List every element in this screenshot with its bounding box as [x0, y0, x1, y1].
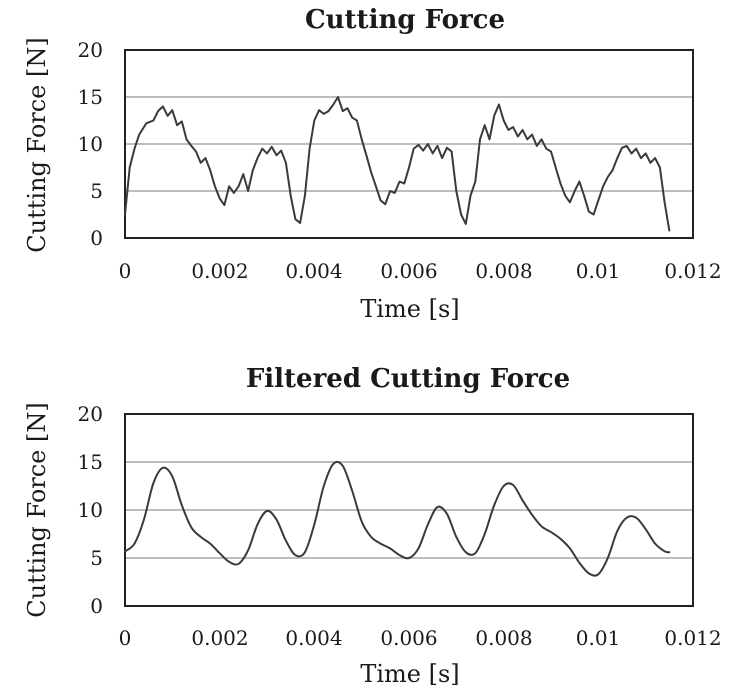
- x-tick-label: 0.002: [191, 259, 248, 283]
- y-tick-label: 5: [90, 546, 103, 570]
- chart-panel-cutting-force: Cutting Force 0 5 10 15 20 0 0.002 0.004…: [23, 5, 722, 323]
- y-tick-label: 20: [78, 38, 103, 62]
- x-tick-label: 0.012: [664, 626, 721, 650]
- y-tick-label: 15: [78, 85, 103, 109]
- x-tick-label: 0.008: [475, 626, 532, 650]
- y-tick-label: 5: [90, 179, 103, 203]
- y-gridlines: [125, 96, 693, 192]
- y-axis-label: Cutting Force [N]: [23, 37, 51, 253]
- y-tick-label: 0: [90, 226, 103, 250]
- x-tick-label: 0.006: [380, 259, 437, 283]
- chart-panel-filtered-cutting-force: Filtered Cutting Force 0 5 10 15 20 0 0.…: [23, 364, 722, 688]
- x-tick-label: 0: [119, 259, 132, 283]
- plot-area-frame: [124, 49, 694, 239]
- x-tick-label: 0.002: [191, 626, 248, 650]
- x-tick-label: 0.01: [576, 259, 621, 283]
- y-tick-label: 15: [78, 450, 103, 474]
- x-tick-label: 0: [119, 626, 132, 650]
- y-tick-label: 0: [90, 594, 103, 618]
- y-tick-label: 20: [78, 402, 103, 426]
- x-tick-label: 0.006: [380, 626, 437, 650]
- chart-title: Cutting Force: [305, 5, 505, 35]
- x-axis-label: Time [s]: [360, 295, 459, 323]
- y-tick-labels: 0 5 10 15 20: [78, 402, 103, 618]
- series-line-filtered-cutting-force: [124, 460, 671, 577]
- y-axis-label: Cutting Force [N]: [23, 402, 51, 618]
- series-line-cutting-force: [124, 96, 671, 232]
- x-tick-label: 0.012: [664, 259, 721, 283]
- x-tick-label: 0.008: [475, 259, 532, 283]
- y-tick-label: 10: [78, 498, 103, 522]
- y-tick-label: 10: [78, 132, 103, 156]
- x-tick-labels: 0 0.002 0.004 0.006 0.008 0.01 0.012: [119, 626, 722, 650]
- plot-area-frame: [124, 413, 694, 607]
- x-tick-labels: 0 0.002 0.004 0.006 0.008 0.01 0.012: [119, 259, 722, 283]
- x-tick-label: 0.01: [576, 626, 621, 650]
- x-tick-label: 0.004: [285, 626, 342, 650]
- x-tick-label: 0.004: [285, 259, 342, 283]
- x-axis-label: Time [s]: [360, 660, 459, 688]
- chart-title: Filtered Cutting Force: [246, 364, 570, 394]
- y-tick-labels: 0 5 10 15 20: [78, 38, 103, 250]
